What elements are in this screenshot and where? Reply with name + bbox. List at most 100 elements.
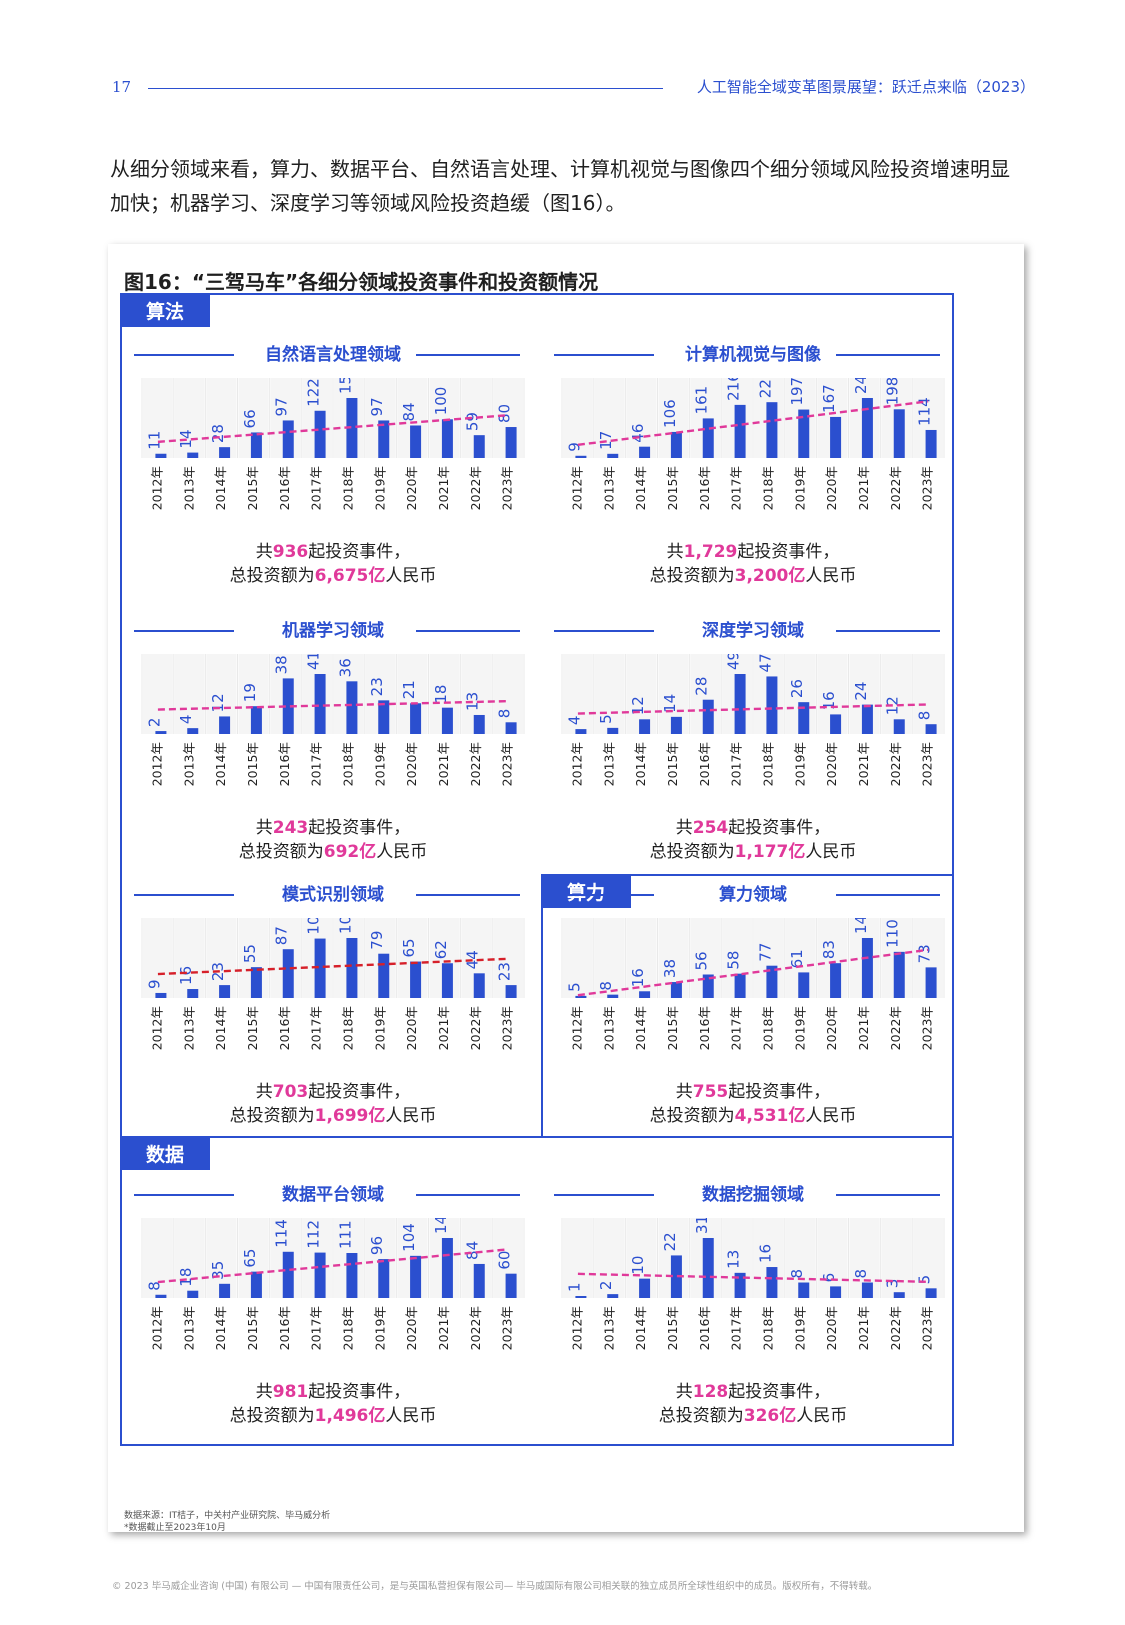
total-amount: 4,531亿 (734, 1106, 806, 1126)
title-rule-right (416, 630, 520, 632)
column-bg (817, 1218, 848, 1298)
bar (314, 410, 326, 458)
category-label: 2012年 (569, 742, 584, 786)
data-label: 60 (496, 1251, 514, 1270)
data-label: 114 (916, 397, 934, 426)
bar (766, 965, 778, 998)
data-label: 58 (725, 951, 743, 970)
category-label: 2022年 (468, 466, 483, 510)
data-label: 114 (273, 1219, 291, 1248)
bar (766, 402, 778, 458)
column-bg (143, 654, 173, 734)
category-label: 2021年 (436, 466, 451, 510)
data-label: 21 (400, 680, 418, 699)
data-label: 11 (145, 431, 163, 450)
total-events: 243 (272, 818, 309, 838)
chart-panel-dl: 深度学习领域 4 2012年 5 2013年 12 2014年 14 2015年 28 2016年 4… (548, 616, 958, 886)
data-label: 18 (432, 685, 450, 704)
column-bg (206, 918, 237, 998)
category-label: 2020年 (824, 742, 839, 786)
chart-panel-compute: 算力领域 5 2012年 8 2013年 16 2014年 38 2015年 56 2016年 58 2… (548, 880, 958, 1150)
category-label: 2016年 (277, 742, 292, 786)
category-label: 2023年 (920, 466, 935, 510)
category-label: 2021年 (856, 1306, 871, 1350)
bar (187, 1290, 199, 1298)
bar (766, 676, 778, 734)
data-label: 216 (725, 378, 743, 401)
data-label: 12 (629, 696, 647, 715)
summary-amount-line: 总投资额为326亿人民币 (658, 1406, 848, 1426)
summary-amount-line: 总投资额为1,177亿人民币 (649, 842, 857, 862)
data-label: 8 (788, 1269, 806, 1279)
data-label: 84 (400, 402, 418, 421)
bar (702, 699, 714, 734)
bar (346, 1253, 358, 1298)
category-label: 2019年 (372, 742, 387, 786)
category-label: 2020年 (824, 1306, 839, 1350)
cutoff-note: *数据截止至2023年10月 (124, 1523, 226, 1533)
header-rule (148, 88, 663, 89)
data-label: 106 (661, 399, 679, 428)
column-bg (594, 378, 625, 458)
column-bg (594, 654, 625, 734)
bar (505, 722, 517, 734)
data-label: 84 (464, 1241, 482, 1260)
chart-summary: 共243起投资事件， 总投资额为692亿人民币 (128, 816, 538, 864)
data-label: 28 (693, 677, 711, 696)
title-rule-left (134, 630, 234, 632)
bar (639, 446, 651, 458)
category-label: 2016年 (277, 466, 292, 510)
column-bg (143, 1218, 173, 1298)
chart-panel-cv: 计算机视觉与图像92012年172013年462014年1062015年1612… (548, 340, 958, 610)
chart-summary: 共1,729起投资事件， 总投资额为3,200亿人民币 (548, 540, 958, 588)
chart-panel-ml: 机器学习领域 2 2012年 4 2013年 12 2014年 19 2015年 38 2016年 4… (128, 616, 538, 886)
category-label: 2013年 (601, 466, 616, 510)
report-title: 人工智能全域变革图景展望：跃迁点来临（2023） (696, 78, 1035, 96)
data-label: 104 (400, 1223, 418, 1252)
bar (893, 951, 905, 998)
bar (798, 702, 810, 734)
category-label: 2013年 (181, 742, 196, 786)
column-bg (174, 654, 205, 734)
category-label: 2017年 (309, 1306, 324, 1350)
bar (441, 963, 453, 998)
bar (155, 731, 167, 734)
category-label: 2021年 (856, 466, 871, 510)
bar (798, 1282, 810, 1298)
title-rule-left (554, 354, 654, 356)
trend-line (157, 414, 509, 444)
category-label: 2018年 (760, 466, 775, 510)
trend-line (157, 957, 509, 976)
bar (861, 704, 873, 734)
summary-events-line: 共936起投资事件， (255, 542, 411, 562)
data-label: 4 (565, 716, 583, 726)
bar (861, 1282, 873, 1298)
trend-line (577, 948, 929, 997)
total-events: 755 (692, 1082, 729, 1102)
category-label: 2022年 (468, 1006, 483, 1050)
data-label: 87 (273, 926, 291, 945)
data-label: 8 (496, 709, 514, 719)
data-label: 12 (209, 693, 227, 712)
summary-events-line: 共243起投资事件， (255, 818, 411, 838)
category-label: 2018年 (340, 742, 355, 786)
data-label: 80 (496, 404, 514, 423)
data-label: 107 (336, 918, 354, 934)
category-label: 2023年 (500, 1306, 515, 1350)
total-amount: 1,496亿 (314, 1406, 386, 1426)
category-label: 2020年 (824, 1006, 839, 1050)
title-rule-right (836, 630, 940, 632)
total-events: 254 (692, 818, 729, 838)
category-label: 2012年 (569, 1006, 584, 1050)
chart-summary: 共936起投资事件， 总投资额为6,675亿人民币 (128, 540, 538, 588)
title-rule-right (416, 354, 520, 356)
bar (830, 416, 842, 458)
column-bg (913, 654, 943, 734)
category-label: 2018年 (760, 742, 775, 786)
bar (314, 938, 326, 998)
category-label: 2012年 (569, 1306, 584, 1350)
bar (441, 707, 453, 734)
figure-title: 图16：“三驾马车”各细分领域投资事件和投资额情况 (124, 270, 599, 294)
category-label: 2017年 (729, 466, 744, 510)
bar (734, 404, 746, 458)
